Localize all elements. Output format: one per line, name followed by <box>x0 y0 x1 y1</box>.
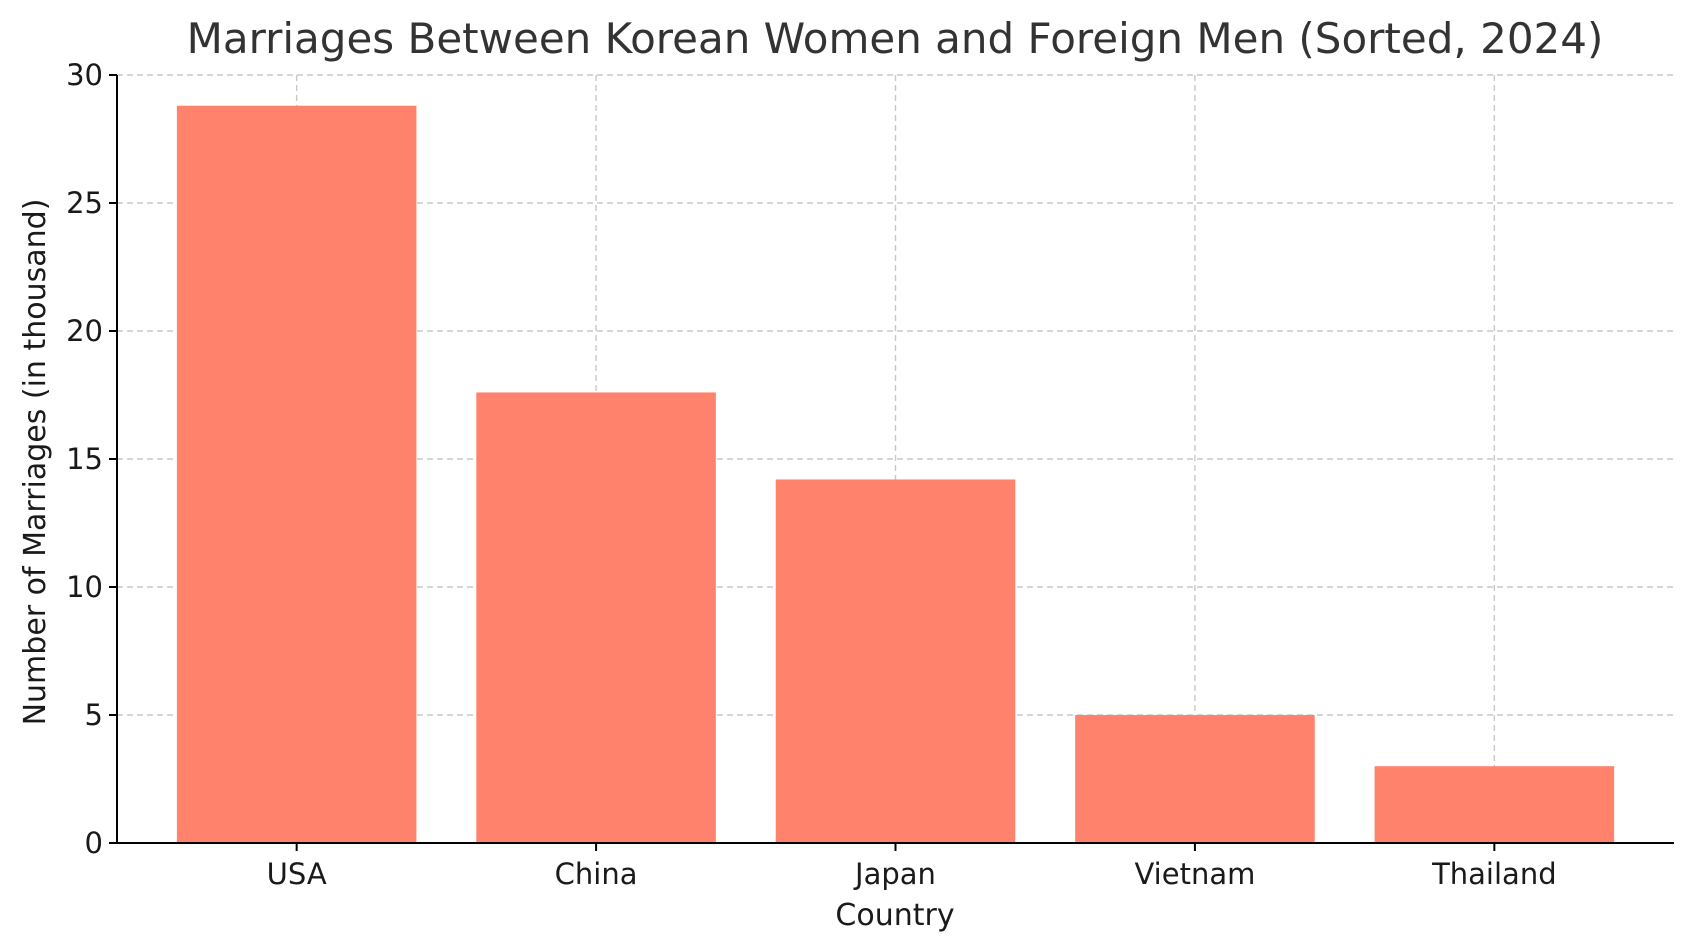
y-tick-label: 25 <box>66 186 103 220</box>
bars-layer <box>176 105 1615 844</box>
bar-usa <box>176 105 417 844</box>
y-tick-label: 15 <box>66 442 103 476</box>
x-tick-label-usa: USA <box>267 857 327 891</box>
bar-vietnam <box>1075 715 1315 843</box>
y-tick-label: 30 <box>66 58 103 92</box>
bar-thailand <box>1374 766 1615 843</box>
y-tick-label: 5 <box>85 698 103 732</box>
y-tick-label: 0 <box>85 826 103 860</box>
ticks-layer: 0 5 10 15 20 25 30 USA China Japan Vietnam Thailand <box>66 58 1557 891</box>
x-tick-label-china: China <box>555 857 638 891</box>
x-tick-label-vietnam: Vietnam <box>1134 857 1255 891</box>
x-tick-label-japan: Japan <box>853 857 936 891</box>
bar-china <box>476 392 716 843</box>
y-tick-label: 20 <box>66 314 103 348</box>
bar-japan <box>775 479 1016 843</box>
y-axis-label: Number of Marriages (in thousand) <box>18 199 53 726</box>
chart-title: Marriages Between Korean Women and Forei… <box>187 14 1604 63</box>
x-axis-label: Country <box>835 898 954 933</box>
y-tick-label: 10 <box>66 570 103 604</box>
x-tick-label-thailand: Thailand <box>1431 857 1557 891</box>
